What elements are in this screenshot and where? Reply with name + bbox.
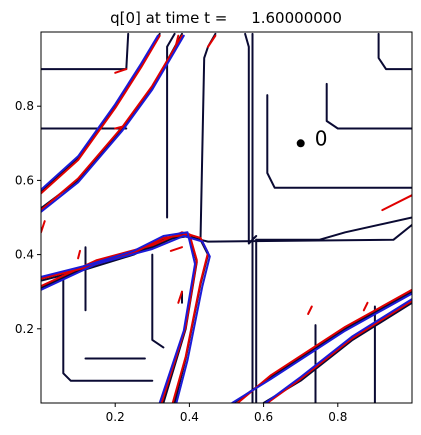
- contour-line: [114, 125, 124, 130]
- y-axis: 0.2 0.4 0.6 0.8: [15, 99, 41, 336]
- contour-line: [377, 32, 412, 71]
- contour-line: [173, 34, 180, 52]
- plot-area: 0: [40, 31, 413, 404]
- contour-line: [41, 231, 209, 403]
- contour-line: [166, 32, 176, 219]
- contour-line: [244, 32, 258, 245]
- y-tick: 0.8: [15, 99, 41, 113]
- y-tick: 0.4: [15, 248, 41, 262]
- contour-line: [266, 94, 412, 189]
- y-tick-label: 0.2: [15, 322, 34, 336]
- x-tick-label: 0.6: [254, 410, 273, 424]
- x-tick: 0.6: [254, 403, 273, 424]
- probe-layer: 0: [296, 126, 328, 150]
- axes-frame: [40, 31, 413, 404]
- chart-title: q[0] at time t = 1.60000000: [110, 9, 342, 27]
- contour-line: [41, 34, 159, 191]
- contour-line: [169, 246, 183, 252]
- contour-line: [41, 220, 46, 234]
- contour-line: [325, 82, 412, 130]
- y-tick-label: 0.8: [15, 99, 34, 113]
- x-tick: 0.2: [106, 403, 125, 424]
- contour-layer: [41, 32, 412, 403]
- contour-line: [41, 34, 185, 213]
- contour-line: [231, 292, 412, 403]
- contour-line: [41, 34, 161, 195]
- contour-line: [62, 275, 154, 382]
- contour-line: [177, 290, 183, 304]
- y-tick: 0.6: [15, 173, 41, 187]
- contour-line: [114, 68, 128, 74]
- contour-line: [264, 298, 412, 403]
- contour-line: [41, 231, 196, 403]
- x-tick: 0.4: [180, 403, 199, 424]
- axes-background: [41, 32, 412, 403]
- x-tick-label: 0.4: [180, 410, 199, 424]
- contour-line: [307, 305, 313, 315]
- y-tick: 0.2: [15, 322, 41, 336]
- contour-line: [41, 235, 211, 403]
- contour-line: [255, 216, 412, 241]
- x-tick: 0.8: [328, 403, 347, 424]
- x-tick-label: 0.2: [106, 410, 125, 424]
- contour-line: [266, 300, 412, 403]
- contour-line: [362, 301, 369, 312]
- x-tick-label: 0.8: [328, 410, 347, 424]
- contour-line: [151, 253, 165, 349]
- probe-label: 0: [315, 126, 328, 150]
- contour-line: [207, 34, 217, 48]
- y-tick-label: 0.6: [15, 173, 34, 187]
- contour-line: [381, 194, 412, 212]
- x-axis: 0.2 0.4 0.6 0.8: [106, 403, 347, 424]
- y-tick-label: 0.4: [15, 248, 34, 262]
- probe-marker: [296, 139, 305, 148]
- contour-line: [77, 249, 81, 260]
